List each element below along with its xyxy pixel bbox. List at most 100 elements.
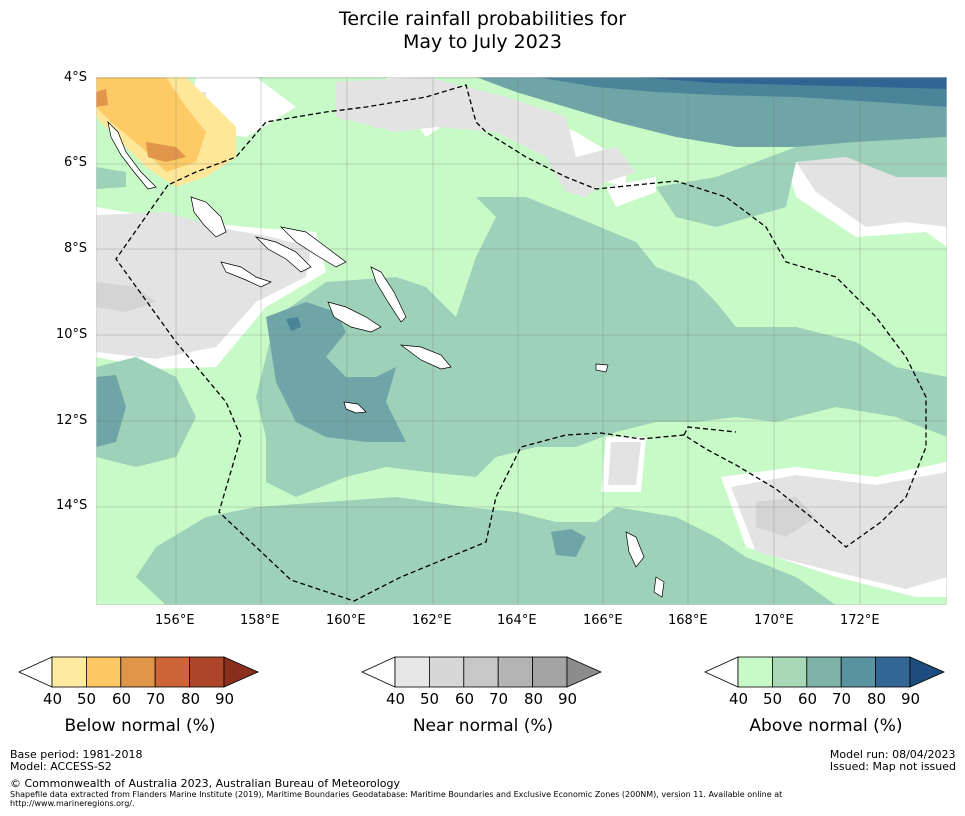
islands [107,120,665,598]
cbar-above-tick: 90 [901,690,921,708]
cbar-above-tick: 40 [729,690,749,708]
guadalcanal-island [327,301,382,333]
below-50-region [96,77,206,172]
cbar-below-tick: 40 [43,690,63,708]
above-50-region-east [656,137,947,227]
copyright-text: © Commonwealth of Australia 2023, Austra… [10,777,400,790]
lon-label-162e: 162°E [412,613,452,628]
footer-right: Model run: 08/04/2023 Issued: Map not is… [830,749,956,773]
lat-label-8s: 8°S [64,241,88,256]
rennell-island [343,401,367,414]
cbar-above-tick: 70 [832,690,852,708]
new-georgia-islands [220,261,272,288]
lon-label-170e: 170°E [754,613,794,628]
map-title-line1: Tercile rainfall probabilities for [338,8,627,30]
colorbar-swatch [840,656,876,688]
cbar-above-tick: 80 [867,690,887,708]
lat-label-10s: 10°S [56,327,88,342]
above-50-region-south [136,497,836,605]
below-60-region [96,89,186,162]
colorbar-swatch [875,656,911,688]
new-ireland-island [107,120,157,190]
above-60-region-solomon [266,302,406,442]
footer-left: Base period: 1981-2018 Model: ACCESS-S2 [10,749,142,773]
cbar-near-tick: 70 [489,690,509,708]
cbar-near-tick: 60 [455,690,475,708]
cbar-below-tick: 90 [215,690,235,708]
map-frame [96,77,947,605]
colorbar-swatch [463,656,499,688]
eez-boundary-vanuatu [683,426,737,436]
lat-label-6s: 6°S [64,155,88,170]
cbar-below-tick: 50 [77,690,97,708]
choiseul-island [254,236,312,273]
colorbar-swatch [737,656,773,688]
above-60-region-south [551,529,586,557]
cbar-near-tick: 80 [524,690,544,708]
base-period-text: Base period: 1981-2018 [10,748,143,761]
shapefile-credit: Shapefile data extracted from Flanders M… [10,790,955,808]
model-text: Model: ACCESS-S2 [10,760,112,773]
colorbar-swatch [154,656,190,688]
lat-label-12s: 12°S [56,413,88,428]
eez-boundary-solomon [115,84,927,602]
colorbar-swatch-high-extend [909,656,945,688]
lon-label-168e: 168°E [668,613,708,628]
shapefile-credit-line2: http://www.marineregions.org/. [10,799,135,808]
lon-label-156e: 156°E [155,613,195,628]
lon-label-160e: 160°E [326,613,366,628]
colorbar-below-swatches [18,656,259,688]
colorbar-swatch [189,656,225,688]
near-40-region-north [336,77,636,197]
lon-label-158e: 158°E [240,613,280,628]
cbar-above-tick: 60 [798,690,818,708]
colorbar-swatch [497,656,533,688]
espiritu-santo-island [625,531,645,568]
rainfall-probability-map [96,77,947,605]
cbar-below-tick: 80 [181,690,201,708]
above-50-region-main [256,197,947,497]
shapefile-credit-line1: Shapefile data extracted from Flanders M… [10,790,783,799]
bougainville-island [190,196,227,238]
colorbar-near-normal [361,656,602,688]
colorbar-swatch-high-extend [566,656,602,688]
makira-island [399,344,452,370]
lon-label-164e: 164°E [497,613,537,628]
santa-isabel-island [279,226,347,268]
cbar-near-tick: 50 [420,690,440,708]
lat-label-4s: 4°S [64,70,88,85]
gridlines [96,77,947,605]
cbar-below-tick: 70 [146,690,166,708]
cbar-near-tick: 40 [386,690,406,708]
above-80-region [636,77,947,89]
lon-label-166e: 166°E [583,613,623,628]
colorbar-swatch-low-extend [361,656,396,688]
colorbar-swatch [429,656,465,688]
colorbar-swatch [51,656,87,688]
colorbar-swatch [806,656,842,688]
colorbar-swatch-low-extend [18,656,53,688]
lat-label-14s: 14°S [56,498,88,513]
map-title-line2: May to July 2023 [403,31,562,53]
colorbar-swatch [772,656,808,688]
colorbar-near-swatches [361,656,602,688]
cbar-near-tick: 90 [558,690,578,708]
colorbar-below-title: Below normal (%) [64,716,216,736]
issued-text: Issued: Map not issued [829,760,956,773]
colorbar-above-normal [704,656,945,688]
cbar-above-tick: 50 [763,690,783,708]
malakula-island [653,576,665,598]
colorbar-above-title: Above normal (%) [749,716,903,736]
lon-label-172e: 172°E [840,613,880,628]
santa-cruz-islands [595,363,609,373]
colorbar-swatch [532,656,568,688]
near-40-region-east [796,157,947,227]
colorbar-below-normal [18,656,259,688]
above-60-region-west [96,375,126,447]
colorbar-swatch [120,656,156,688]
map-title: Tercile rainfall probabilities for May t… [0,8,965,54]
colorbar-near-title: Near normal (%) [412,716,554,736]
colorbar-swatch-high-extend [223,656,259,688]
malaita-island [370,266,407,323]
above-70-spot [286,317,301,331]
